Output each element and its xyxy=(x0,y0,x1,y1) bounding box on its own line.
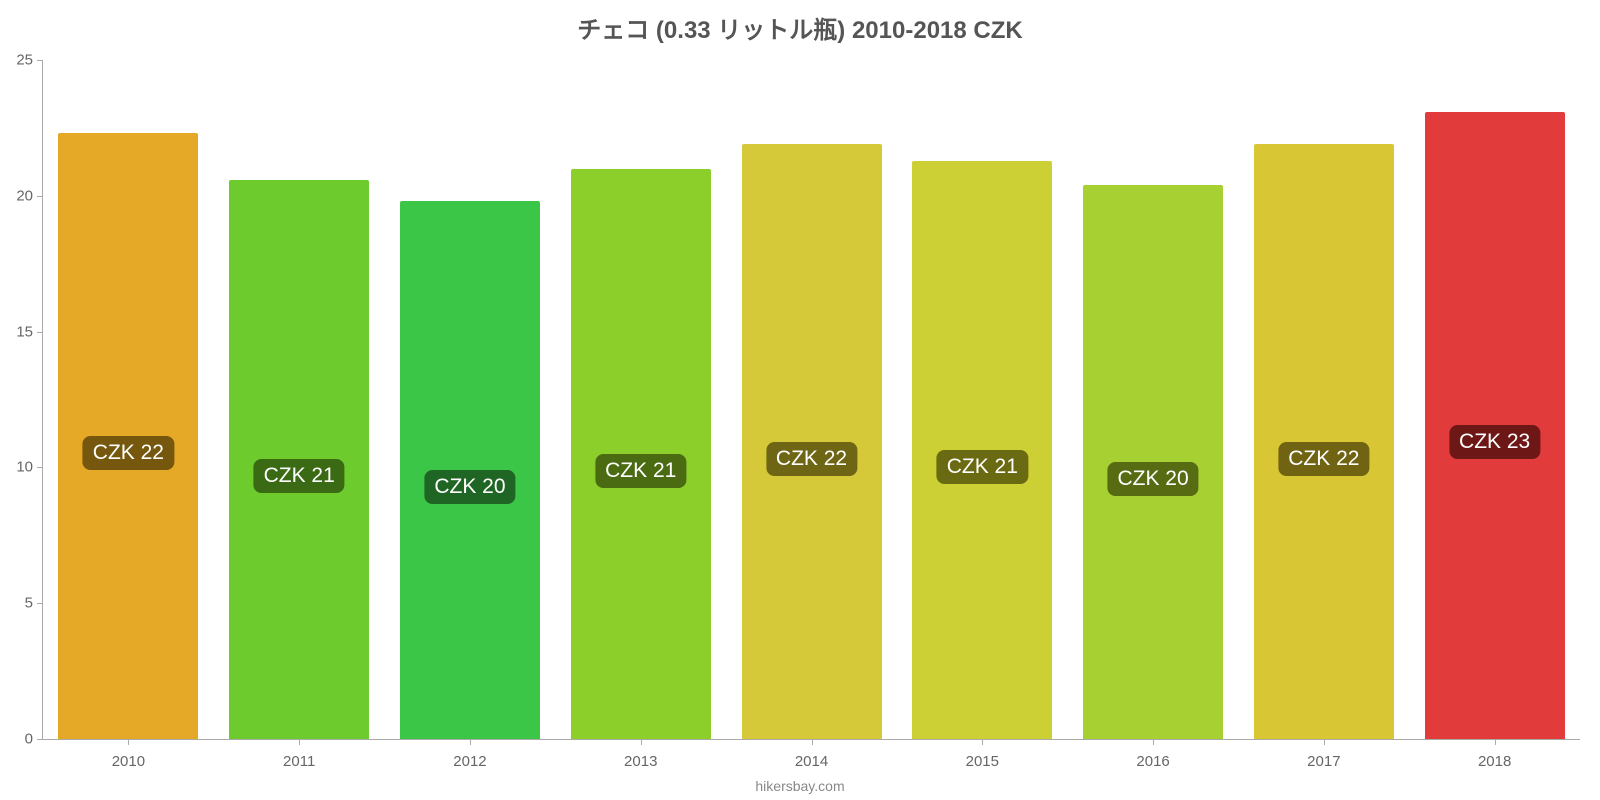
y-tick-label: 0 xyxy=(25,731,43,748)
x-label: 2018 xyxy=(1478,739,1511,770)
y-tick-label: 5 xyxy=(25,595,43,612)
x-label: 2010 xyxy=(112,739,145,770)
bar-slot: CZK 212015 xyxy=(897,60,1068,739)
bar: CZK 23 xyxy=(1425,112,1565,739)
bar: CZK 21 xyxy=(912,161,1052,740)
y-tick-label: 20 xyxy=(16,187,43,204)
bar-slot: CZK 212011 xyxy=(214,60,385,739)
x-label: 2011 xyxy=(283,739,315,770)
bar: CZK 20 xyxy=(1083,185,1223,739)
bars-group: CZK 222010CZK 212011CZK 202012CZK 212013… xyxy=(43,60,1580,739)
bar: CZK 22 xyxy=(1254,144,1394,739)
credit-text: hikersbay.com xyxy=(0,778,1600,794)
chart-title: チェコ (0.33 リットル瓶) 2010-2018 CZK xyxy=(0,10,1600,45)
bar-slot: CZK 222014 xyxy=(726,60,897,739)
bar: CZK 22 xyxy=(742,144,882,739)
bar: CZK 21 xyxy=(571,169,711,739)
value-badge: CZK 21 xyxy=(595,454,686,488)
bar: CZK 20 xyxy=(400,201,540,739)
value-badge: CZK 21 xyxy=(254,459,345,493)
bar-slot: CZK 202016 xyxy=(1068,60,1239,739)
x-label: 2013 xyxy=(624,739,657,770)
value-badge: CZK 21 xyxy=(937,450,1028,484)
bar-slot: CZK 222010 xyxy=(43,60,214,739)
bar: CZK 21 xyxy=(229,180,369,739)
x-label: 2012 xyxy=(453,739,486,770)
y-tick-label: 10 xyxy=(16,459,43,476)
bar-slot: CZK 232018 xyxy=(1409,60,1580,739)
x-label: 2014 xyxy=(795,739,828,770)
plot-area: CZK 222010CZK 212011CZK 202012CZK 212013… xyxy=(42,60,1580,740)
value-badge: CZK 22 xyxy=(1278,442,1369,476)
value-badge: CZK 22 xyxy=(766,442,857,476)
bar-slot: CZK 212013 xyxy=(555,60,726,739)
value-badge: CZK 23 xyxy=(1449,425,1540,459)
y-tick-label: 25 xyxy=(16,52,43,69)
value-badge: CZK 20 xyxy=(1107,462,1198,496)
bar-slot: CZK 222017 xyxy=(1238,60,1409,739)
value-badge: CZK 20 xyxy=(424,470,515,504)
bar: CZK 22 xyxy=(58,133,198,739)
chart-container: チェコ (0.33 リットル瓶) 2010-2018 CZK CZK 22201… xyxy=(0,0,1600,800)
value-badge: CZK 22 xyxy=(83,436,174,470)
x-label: 2016 xyxy=(1136,739,1169,770)
x-label: 2015 xyxy=(966,739,999,770)
y-tick-label: 15 xyxy=(16,323,43,340)
bar-slot: CZK 202012 xyxy=(385,60,556,739)
x-label: 2017 xyxy=(1307,739,1340,770)
